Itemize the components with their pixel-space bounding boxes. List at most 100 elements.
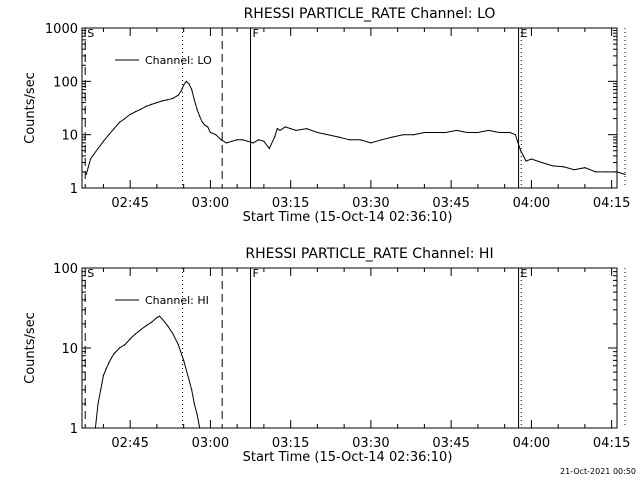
data-point xyxy=(257,139,260,141)
marker-label-E: E xyxy=(521,27,528,40)
x-tick-label: 03:00 xyxy=(192,196,229,211)
data-point xyxy=(196,413,198,415)
marker-label-F: F xyxy=(253,27,259,40)
data-point xyxy=(231,140,233,142)
data-point xyxy=(252,142,254,144)
data-point xyxy=(562,166,565,168)
data-point xyxy=(455,129,458,132)
data-point xyxy=(605,171,607,173)
y-axis-label: Counts/sec xyxy=(23,72,38,144)
data-point xyxy=(167,99,169,101)
data-point xyxy=(158,315,161,317)
x-tick-label: 03:15 xyxy=(272,196,309,211)
data-point xyxy=(306,127,308,130)
series-line-channel-lo xyxy=(85,80,626,175)
data-point xyxy=(150,103,153,105)
data-point xyxy=(624,173,626,175)
data-point xyxy=(113,353,115,355)
data-point xyxy=(209,131,211,134)
x-tick-label: 03:45 xyxy=(432,196,469,211)
x-tick-label: 04:00 xyxy=(513,436,550,451)
data-point xyxy=(225,142,228,144)
data-point xyxy=(145,325,147,327)
data-point xyxy=(85,173,87,175)
data-point xyxy=(348,139,351,141)
x-tick-label: 03:15 xyxy=(272,436,309,451)
data-point xyxy=(274,136,276,138)
data-point xyxy=(118,121,121,123)
data-point xyxy=(338,136,340,138)
data-point xyxy=(201,121,203,123)
data-point xyxy=(129,113,131,115)
marker-label-F: F xyxy=(253,267,259,280)
y-tick-label: 100 xyxy=(53,262,78,277)
data-point xyxy=(327,134,329,136)
data-point xyxy=(530,158,533,160)
data-point xyxy=(268,147,270,150)
data-point xyxy=(541,161,543,164)
data-point xyxy=(102,375,104,377)
data-point xyxy=(359,139,361,141)
y-tick-label: 10 xyxy=(61,129,78,144)
data-point xyxy=(525,160,527,162)
x-tick-label: 04:15 xyxy=(593,436,630,451)
data-point xyxy=(509,131,511,134)
data-point xyxy=(183,84,185,86)
x-tick-label: 03:30 xyxy=(352,436,389,451)
data-point xyxy=(445,131,447,134)
data-point xyxy=(180,90,182,92)
data-point xyxy=(316,131,318,134)
marker-label-S: S xyxy=(87,267,94,280)
marker-label-E: E xyxy=(521,267,528,280)
data-point xyxy=(520,150,522,152)
data-point xyxy=(207,126,209,128)
data-point xyxy=(514,134,516,136)
data-point xyxy=(172,97,174,99)
data-point xyxy=(220,139,222,141)
data-point xyxy=(573,169,575,171)
data-point xyxy=(102,140,104,142)
data-point xyxy=(156,101,158,104)
data-point xyxy=(94,427,96,429)
x-axis-label: Start Time (15-Oct-14 02:36:10) xyxy=(243,210,453,225)
data-point xyxy=(161,100,163,102)
data-point xyxy=(284,126,286,128)
data-point xyxy=(108,134,110,136)
data-point xyxy=(498,131,500,134)
data-point xyxy=(188,379,190,381)
legend-label: Channel: HI xyxy=(145,294,209,307)
data-point xyxy=(370,142,372,144)
legend-label: Channel: LO xyxy=(145,54,212,67)
data-point xyxy=(423,131,425,134)
data-point xyxy=(185,80,187,82)
data-point xyxy=(241,139,244,141)
data-point xyxy=(236,139,238,141)
data-point xyxy=(204,124,206,126)
data-point xyxy=(381,139,383,141)
data-point xyxy=(247,140,249,142)
data-point xyxy=(177,344,179,346)
x-tick-label: 02:45 xyxy=(111,196,148,211)
x-axis-label: Start Time (15-Oct-14 02:36:10) xyxy=(243,450,453,465)
data-point xyxy=(188,83,190,85)
data-point xyxy=(295,129,297,132)
data-point xyxy=(199,427,201,429)
data-point xyxy=(108,362,110,364)
data-point xyxy=(172,333,174,335)
panel-hi: RHESSI PARTICLE_RATE Channel: HI 1 10 100 02… xyxy=(23,246,630,465)
plot-frame xyxy=(81,27,618,189)
data-point xyxy=(118,347,121,349)
marker-label-S: S xyxy=(87,27,94,40)
data-point xyxy=(196,108,198,110)
data-point xyxy=(552,165,554,167)
data-point xyxy=(466,131,468,134)
x-tick-label: 02:45 xyxy=(111,436,148,451)
data-point xyxy=(616,171,618,173)
data-point xyxy=(140,108,142,110)
data-point xyxy=(183,359,185,361)
data-point xyxy=(161,318,163,320)
data-point xyxy=(434,131,436,134)
x-tick-label: 03:30 xyxy=(352,196,389,211)
x-tick-label: 03:45 xyxy=(432,436,469,451)
chart-title: RHESSI PARTICLE_RATE Channel: HI xyxy=(245,246,493,262)
